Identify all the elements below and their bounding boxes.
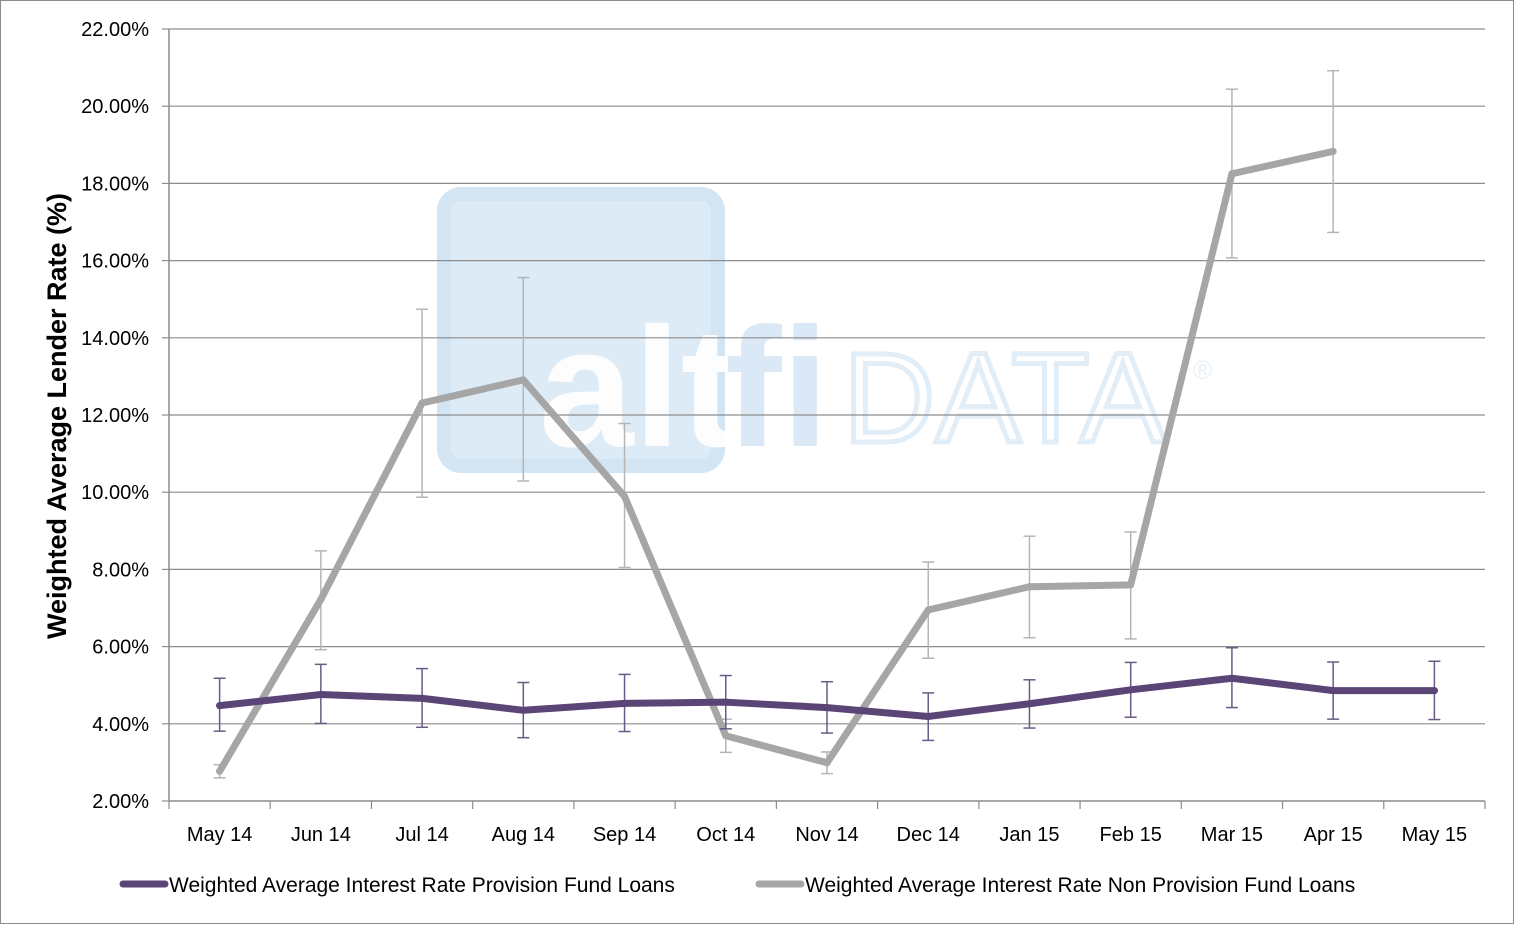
x-tick-label: Aug 14 — [492, 824, 555, 846]
watermark-box-inner — [451, 201, 711, 459]
watermark-word-data: DATA — [843, 327, 1166, 470]
watermark-word-alt: alt — [539, 293, 737, 483]
data-point — [1127, 686, 1135, 694]
y-tick-label: 22.00% — [81, 19, 149, 41]
x-tick-label: Mar 15 — [1201, 824, 1263, 846]
y-tick-label: 16.00% — [81, 251, 149, 273]
data-point — [418, 399, 426, 407]
x-tick-label: Oct 14 — [696, 824, 755, 846]
legend-item-non-provision-fund: Weighted Average Interest Rate Non Provi… — [755, 874, 1355, 897]
data-point — [823, 759, 831, 767]
data-point — [1025, 700, 1033, 708]
legend-label: Weighted Average Interest Rate Provision… — [169, 874, 675, 897]
x-tick-label: May 14 — [187, 824, 253, 846]
x-tick-label: Nov 14 — [795, 824, 858, 846]
data-point — [216, 702, 224, 710]
y-tick-label: 10.00% — [81, 482, 149, 504]
data-point — [1228, 170, 1236, 178]
data-point — [621, 699, 629, 707]
x-tick-label: Jul 14 — [395, 824, 448, 846]
legend: Weighted Average Interest Rate Provision… — [119, 874, 1355, 897]
data-point — [1430, 687, 1438, 695]
y-tick-label: 4.00% — [92, 714, 149, 736]
x-tick-label: Jun 14 — [291, 824, 351, 846]
data-point — [924, 606, 932, 614]
data-point — [418, 694, 426, 702]
y-axis-label: Weighted Average Lender Rate (%) — [42, 193, 72, 639]
watermark-registered-mark: ® — [1193, 355, 1212, 385]
series-line — [216, 147, 1337, 775]
series — [213, 69, 1441, 779]
altfi-watermark: alt fi DATA ® — [437, 187, 1212, 483]
data-point — [317, 596, 325, 604]
x-tick-label: Jan 15 — [999, 824, 1059, 846]
y-tick-label: 12.00% — [81, 405, 149, 427]
data-point — [1228, 674, 1236, 682]
axes — [162, 28, 1486, 809]
data-point — [1127, 581, 1135, 589]
data-point — [519, 706, 527, 714]
legend-item-provision-fund: Weighted Average Interest Rate Provision… — [119, 874, 675, 897]
y-tick-label: 6.00% — [92, 637, 149, 659]
y-tick-label: 2.00% — [92, 791, 149, 813]
y-tick-label: 14.00% — [81, 328, 149, 350]
data-point — [519, 376, 527, 384]
data-point — [823, 704, 831, 712]
x-tick-label: Sep 14 — [593, 824, 656, 846]
gridlines — [169, 28, 1485, 725]
y-tick-label: 8.00% — [92, 559, 149, 581]
x-tick-label: May 15 — [1402, 824, 1468, 846]
data-point — [317, 690, 325, 698]
x-tick-labels: May 14 Jun 14 Jul 14 Aug 14 Sep 14 Oct 14 Nov … — [187, 824, 1467, 846]
x-tick-label: Dec 14 — [897, 824, 960, 846]
data-point — [216, 767, 224, 775]
series-provision-fund — [213, 647, 1441, 742]
data-point — [722, 698, 730, 706]
y-tick-label: 18.00% — [81, 173, 149, 195]
data-point — [1025, 583, 1033, 591]
data-point — [621, 492, 629, 500]
legend-label: Weighted Average Interest Rate Non Provi… — [805, 874, 1355, 897]
data-point — [1329, 147, 1337, 155]
y-tick-labels: 2.00% 4.00% 6.00% 8.00% 10.00% 12.00% 14.00% 16… — [81, 19, 149, 813]
data-point — [722, 732, 730, 740]
y-tick-label: 20.00% — [81, 96, 149, 118]
x-tick-label: Apr 15 — [1304, 824, 1363, 846]
x-tick-label: Feb 15 — [1100, 824, 1162, 846]
data-point — [924, 712, 932, 720]
data-point — [1329, 687, 1337, 695]
watermark-word-fi: fi — [725, 293, 829, 483]
series-non-provision-fund — [213, 69, 1340, 779]
